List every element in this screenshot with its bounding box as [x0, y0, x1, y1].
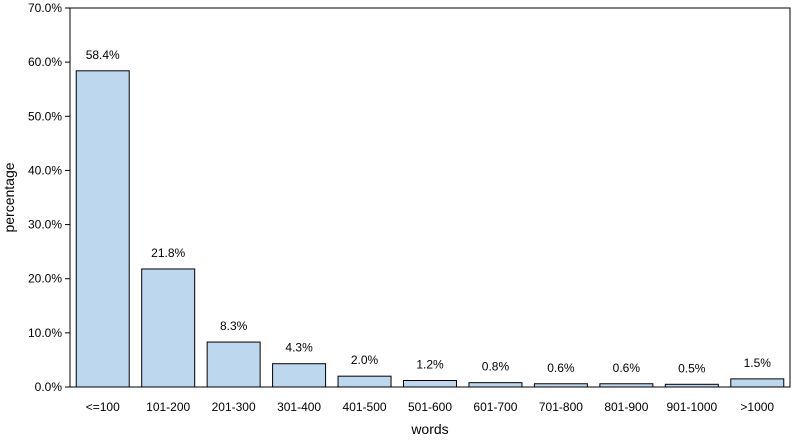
bar — [664, 383, 719, 388]
bar — [337, 375, 392, 388]
x-tick-label: 601-700 — [473, 400, 517, 414]
y-tick-label: 40.0% — [28, 163, 62, 177]
bar — [599, 383, 654, 388]
data-label: 4.3% — [285, 341, 313, 355]
bar-series — [75, 70, 785, 388]
y-axis: 0.0% 10.0% 20.0% 30.0% 40.0% 50.0% 60.0% 70.0% — [28, 1, 70, 394]
data-label: 1.2% — [416, 358, 444, 372]
y-tick-label: 0.0% — [35, 380, 63, 394]
data-label: 8.3% — [220, 319, 248, 333]
data-label: 21.8% — [151, 246, 185, 260]
data-label: 0.8% — [482, 360, 510, 374]
y-tick-label: 70.0% — [28, 1, 62, 15]
x-tick-label: 101-200 — [146, 400, 190, 414]
y-tick-label: 60.0% — [28, 55, 62, 69]
x-tick-label: 301-400 — [277, 400, 321, 414]
x-tick-label: <=100 — [86, 400, 120, 414]
bar — [730, 378, 785, 388]
x-tick-label: 401-500 — [343, 400, 387, 414]
data-label: 0.5% — [678, 361, 706, 375]
x-tick-label: 901-1000 — [666, 400, 717, 414]
x-axis: <=100 101-200 201-300 301-400 401-500 501-600… — [86, 400, 775, 414]
data-label: 1.5% — [744, 356, 772, 370]
y-tick-label: 50.0% — [28, 109, 62, 123]
bar — [403, 380, 457, 388]
bar — [533, 383, 588, 388]
data-label: 58.4% — [86, 48, 120, 62]
x-tick-label: 701-800 — [539, 400, 583, 414]
y-tick-label: 10.0% — [28, 326, 62, 340]
data-label: 0.6% — [613, 361, 641, 375]
x-axis-title: words — [410, 421, 448, 437]
x-tick-label: 201-300 — [212, 400, 256, 414]
y-tick-label: 20.0% — [28, 272, 62, 286]
data-label: 0.6% — [547, 361, 575, 375]
bar — [468, 382, 523, 388]
bar — [75, 70, 130, 388]
bar — [141, 268, 196, 388]
y-axis-title: percentage — [1, 162, 17, 232]
x-tick-label: >1000 — [740, 400, 774, 414]
data-label: 2.0% — [351, 353, 379, 367]
y-tick-label: 30.0% — [28, 218, 62, 232]
bar — [206, 341, 261, 388]
x-tick-label: 801-900 — [604, 400, 648, 414]
data-labels: 58.4% 21.8% 8.3% 4.3% 2.0% 1.2% 0.8% 0.6% 0.6% 0.… — [86, 48, 772, 375]
bar — [272, 363, 327, 388]
x-tick-label: 501-600 — [408, 400, 452, 414]
